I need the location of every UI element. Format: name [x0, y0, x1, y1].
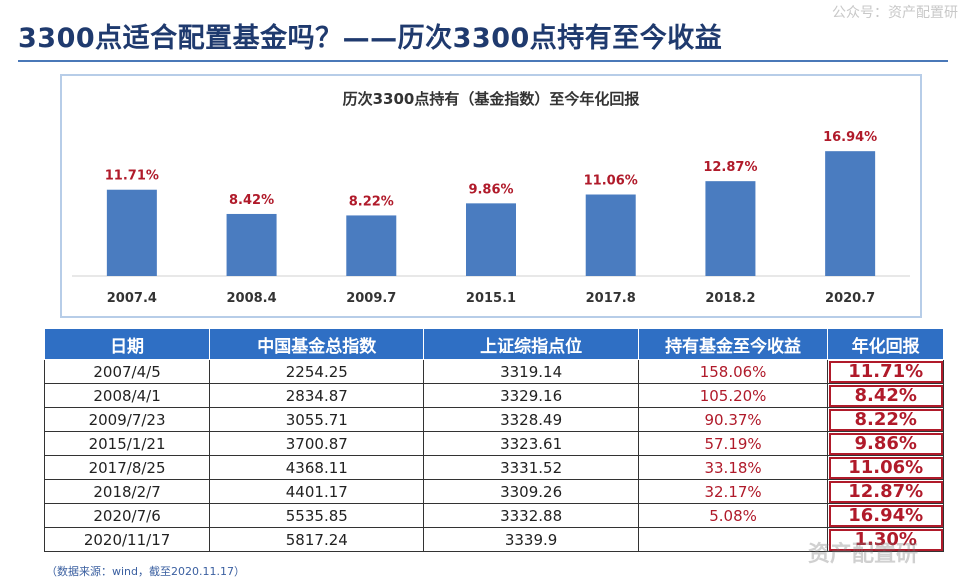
table-cell: 158.06%	[637, 359, 829, 384]
table-row: 2008/4/1 2834.87 3329.16 105.20% 8.42%	[43, 383, 944, 408]
table-row: 2015/1/21 3700.87 3323.61 57.19% 9.86%	[43, 431, 944, 456]
table-cell: 33.18%	[637, 455, 829, 480]
table-cell: 11.71%	[827, 359, 944, 384]
column-header: 日期	[43, 328, 211, 360]
bar-2007.4	[106, 189, 157, 276]
table-cell: 8.42%	[827, 383, 944, 408]
data-label: 8.22%	[349, 194, 394, 209]
chart-title: 历次3300点持有（基金指数）至今年化回报	[342, 90, 640, 108]
table-cell: 4368.11	[209, 455, 425, 480]
table-cell: 8.22%	[827, 407, 944, 432]
table-header-row: 日期 中国基金总指数 上证综指点位 持有基金至今收益 年化回报	[43, 328, 944, 360]
table-cell: 3339.9	[423, 527, 639, 552]
table-cell: 3319.14	[423, 359, 639, 384]
table-cell: 90.37%	[637, 407, 829, 432]
table-row: 2020/11/17 5817.24 3339.9 1.30%	[43, 527, 944, 552]
table-cell: 3329.16	[423, 383, 639, 408]
data-label: 16.94%	[823, 130, 877, 145]
table-row: 2007/4/5 2254.25 3319.14 158.06% 11.71%	[43, 359, 944, 384]
bar-chart-panel: 历次3300点持有（基金指数）至今年化回报 11.71% 2007.4 8.42% 2…	[60, 74, 922, 318]
bar-2020.7	[825, 151, 876, 276]
column-header: 持有基金至今收益	[637, 328, 829, 360]
x-tick-label: 2009.7	[346, 291, 396, 306]
x-tick-label: 2015.1	[466, 291, 516, 306]
data-label: 9.86%	[468, 182, 513, 197]
column-header: 中国基金总指数	[209, 328, 425, 360]
table-cell: 2018/2/7	[43, 479, 211, 504]
table-cell: 57.19%	[637, 431, 829, 456]
table-cell: 4401.17	[209, 479, 425, 504]
column-header: 年化回报	[827, 328, 944, 360]
bar-2008.4	[226, 213, 277, 276]
data-label: 8.42%	[229, 193, 274, 208]
x-tick-label: 2017.8	[586, 291, 636, 306]
bar-chart: 11.71% 2007.4 8.42% 2008.4 8.22% 2009.7 9.86% 2…	[72, 130, 910, 306]
table-cell: 5817.24	[209, 527, 425, 552]
table-cell: 105.20%	[637, 383, 829, 408]
watermark-top: 公众号：资产配置研	[832, 5, 958, 21]
title-divider	[18, 60, 948, 62]
data-table: 日期 中国基金总指数 上证综指点位 持有基金至今收益 年化回报 2007/4/5 2254…	[43, 328, 944, 552]
table-cell: 2007/4/5	[43, 359, 211, 384]
table-cell: 3323.61	[423, 431, 639, 456]
table-cell: 5.08%	[637, 503, 829, 528]
page-title: 3300点适合配置基金吗？——历次3300点持有至今收益	[18, 23, 723, 54]
data-source-note: （数据来源：wind，截至2020.11.17）	[46, 565, 245, 578]
watermark-bottom: 资产配置研	[808, 542, 919, 567]
data-label: 11.06%	[584, 174, 638, 189]
table-cell: 5535.85	[209, 503, 425, 528]
x-tick-label: 2008.4	[226, 291, 276, 306]
table-row: 2017/8/25 4368.11 3331.52 33.18% 11.06%	[43, 455, 944, 480]
table-cell: 2008/4/1	[43, 383, 211, 408]
table-cell: 2020/11/17	[43, 527, 211, 552]
table-cell: 11.06%	[827, 455, 944, 480]
x-tick-label: 2020.7	[825, 291, 875, 306]
table-cell: 3332.88	[423, 503, 639, 528]
table-cell: 2009/7/23	[43, 407, 211, 432]
table-cell: 3055.71	[209, 407, 425, 432]
table-cell: 2254.25	[209, 359, 425, 384]
table-cell: 3328.49	[423, 407, 639, 432]
bar-2009.7	[346, 215, 397, 276]
table-cell: 2015/1/21	[43, 431, 211, 456]
table-cell: 3700.87	[209, 431, 425, 456]
table-row: 2018/2/7 4401.17 3309.26 32.17% 12.87%	[43, 479, 944, 504]
table-cell: 16.94%	[827, 503, 944, 528]
table-cell: 32.17%	[637, 479, 829, 504]
table-cell: 12.87%	[827, 479, 944, 504]
bar-2015.1	[466, 203, 516, 276]
bar-2017.8	[585, 194, 636, 276]
x-tick-label: 2018.2	[705, 291, 755, 306]
table-cell: 3309.26	[423, 479, 639, 504]
column-header: 上证综指点位	[423, 328, 639, 360]
table-cell	[637, 527, 829, 552]
table-cell: 2017/8/25	[43, 455, 211, 480]
bar-2018.2	[705, 181, 756, 276]
table-row: 2020/7/6 5535.85 3332.88 5.08% 16.94%	[43, 503, 944, 528]
table-cell: 3331.52	[423, 455, 639, 480]
data-label: 12.87%	[703, 160, 757, 175]
table-cell: 9.86%	[827, 431, 944, 456]
table-row: 2009/7/23 3055.71 3328.49 90.37% 8.22%	[43, 407, 944, 432]
table-body: 2007/4/5 2254.25 3319.14 158.06% 11.71% 2008/…	[43, 359, 944, 552]
x-tick-label: 2007.4	[107, 291, 157, 306]
table-cell: 2020/7/6	[43, 503, 211, 528]
table-cell: 2834.87	[209, 383, 425, 408]
data-label: 11.71%	[105, 169, 159, 184]
table-cell: 1.30%	[827, 527, 944, 552]
